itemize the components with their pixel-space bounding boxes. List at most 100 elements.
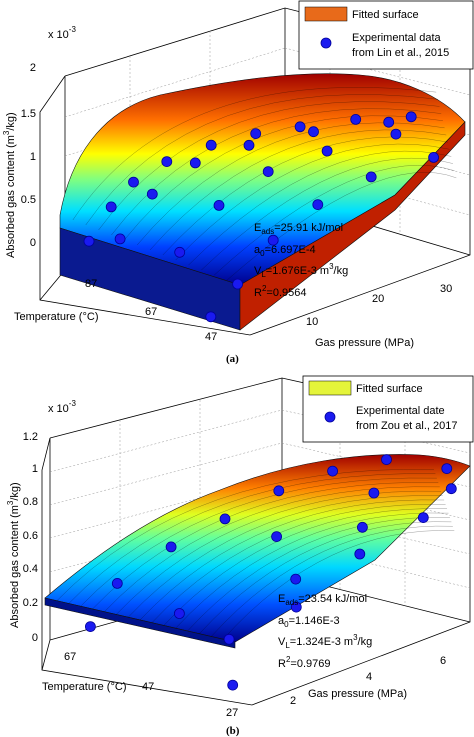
surface-mesh-line (116, 490, 442, 615)
experimental-point (312, 199, 324, 211)
experimental-point (445, 483, 457, 495)
panel-a-z-ticks: 2 1.5 1 0.5 0 (21, 62, 36, 249)
experimental-point (381, 454, 392, 466)
surface-mesh-line (98, 101, 440, 231)
experimental-point (273, 485, 285, 497)
panel-a-exponent: x 10-3 (48, 25, 76, 41)
panel-a-x-tick: 20 (372, 293, 384, 305)
experimental-point (219, 513, 231, 525)
panel-b-parameters: Eads=23.54 kJ/mol a0=1.146E-3 VL=1.324E-… (278, 593, 372, 670)
panel-b-x-axis-label: Gas pressure (MPa) (308, 688, 407, 700)
param-r2: R2=0.9564 (254, 284, 306, 299)
experimental-point (174, 246, 186, 258)
panel-b-z-tick: 0.6 (23, 530, 38, 542)
panel-a-x-tick: 30 (440, 283, 452, 295)
surface-mesh-line (214, 165, 455, 276)
experimental-point (368, 487, 380, 499)
surface-mesh-line (127, 495, 443, 618)
experimental-point (227, 679, 239, 691)
panel-b-caption-label: (b) (226, 725, 240, 737)
experimental-point (365, 171, 377, 183)
param-r2: R2=0.9769 (278, 655, 330, 670)
panel-b-y-tick: 67 (64, 651, 76, 663)
experimental-point (405, 111, 417, 123)
panel-a-surface-mesh (72, 87, 457, 281)
panel-b-x-tick: 2 (290, 695, 296, 707)
experimental-point (165, 541, 177, 553)
experimental-point (390, 128, 402, 140)
panel-a: 2 1.5 1 0.5 0 x 10-3 87 67 47 10 20 30 A… (2, 0, 474, 365)
surface-mesh-line (149, 129, 447, 251)
panel-b: 1.2 1 0.8 0.6 0.4 0.2 0 x 10-3 67 47 27 … (6, 375, 474, 737)
panel-a-x-axis-label: Gas pressure (MPa) (315, 337, 414, 349)
surface-mesh-line (163, 508, 448, 626)
surface-mesh-line (175, 512, 449, 629)
legend-surface-swatch (304, 6, 348, 22)
surface-mesh-line (151, 504, 446, 623)
experimental-point (105, 201, 117, 213)
surface-mesh-line (199, 521, 452, 634)
surface-mesh-line (162, 136, 448, 256)
experimental-point (417, 512, 429, 523)
param-a0: a0=6.697E-4 (254, 244, 316, 258)
legend-points-label-line1: Experimental date (356, 405, 445, 417)
legend-surface-swatch (308, 380, 352, 396)
experimental-point (205, 139, 217, 151)
surface-mesh-line (92, 482, 439, 610)
panel-b-z-tick: 1.2 (23, 431, 38, 443)
panel-b-z-tick: 0.8 (23, 496, 38, 508)
panel-a-x-tick: 10 (306, 316, 318, 328)
surface-mesh-line (80, 477, 437, 607)
legend-point-marker (320, 37, 332, 49)
panel-a-x-ticks: 10 20 30 (306, 283, 452, 328)
legend-surface-label: Fitted surface (352, 9, 419, 21)
panel-a-z-tick: 0.5 (21, 194, 36, 206)
legend-points-label-line1: Experimental data (352, 32, 442, 44)
panel-a-z-tick: 1 (30, 151, 36, 163)
experimental-point (213, 199, 225, 211)
panel-b-y-tick: 47 (142, 681, 154, 693)
experimental-point (232, 278, 244, 290)
experimental-point (267, 234, 279, 246)
experimental-point (250, 128, 262, 140)
surface-mesh-line (111, 108, 442, 236)
panel-a-parameters: Eads=25.91 kJ/mol a0=6.697E-4 VL=1.676E-… (254, 222, 348, 299)
experimental-point (189, 157, 201, 169)
panel-b-x-tick: 4 (366, 671, 372, 683)
panel-b-exponent: x 10-3 (48, 399, 76, 415)
panel-b-x-ticks: 2 4 6 (290, 655, 446, 707)
panel-b-z-ticks: 1.2 1 0.8 0.6 0.4 0.2 0 (23, 431, 38, 644)
surface-mesh-line (104, 486, 440, 612)
experimental-point (173, 608, 185, 619)
experimental-point (290, 573, 302, 585)
experimental-point (441, 463, 453, 475)
surface-mesh-line (211, 525, 453, 637)
panel-a-fitted-surface (59, 73, 466, 331)
experimental-point (111, 578, 123, 589)
experimental-point (308, 126, 319, 138)
panel-a-z-axis-label: Absorbed gas content (m3/kg) (2, 112, 17, 258)
surface-mesh-line (139, 499, 445, 621)
experimental-point (327, 465, 339, 477)
experimental-point (290, 601, 302, 613)
experimental-point (128, 176, 139, 188)
surface-mesh-line (68, 473, 436, 604)
panel-b-z-tick: 0.2 (23, 597, 38, 609)
panel-b-surface-mesh (56, 469, 455, 640)
experimental-point (428, 151, 440, 163)
param-vl: VL=1.676E-3 m3/kg (254, 262, 348, 279)
panel-b-legend: Fitted surface Experimental date from Zo… (302, 375, 474, 443)
panel-a-z-tick: 1.5 (21, 108, 36, 120)
experimental-point (114, 233, 126, 245)
panel-b-z-tick: 1 (32, 463, 38, 475)
experimental-point (205, 311, 217, 323)
experimental-point (321, 145, 333, 157)
surface-mesh-line (175, 143, 450, 261)
experimental-point (356, 521, 368, 533)
surface-mesh-line (137, 122, 445, 246)
experimental-point (85, 621, 96, 632)
experimental-point (161, 156, 173, 168)
panel-a-y-axis-label: Temperature (°C) (14, 311, 98, 323)
